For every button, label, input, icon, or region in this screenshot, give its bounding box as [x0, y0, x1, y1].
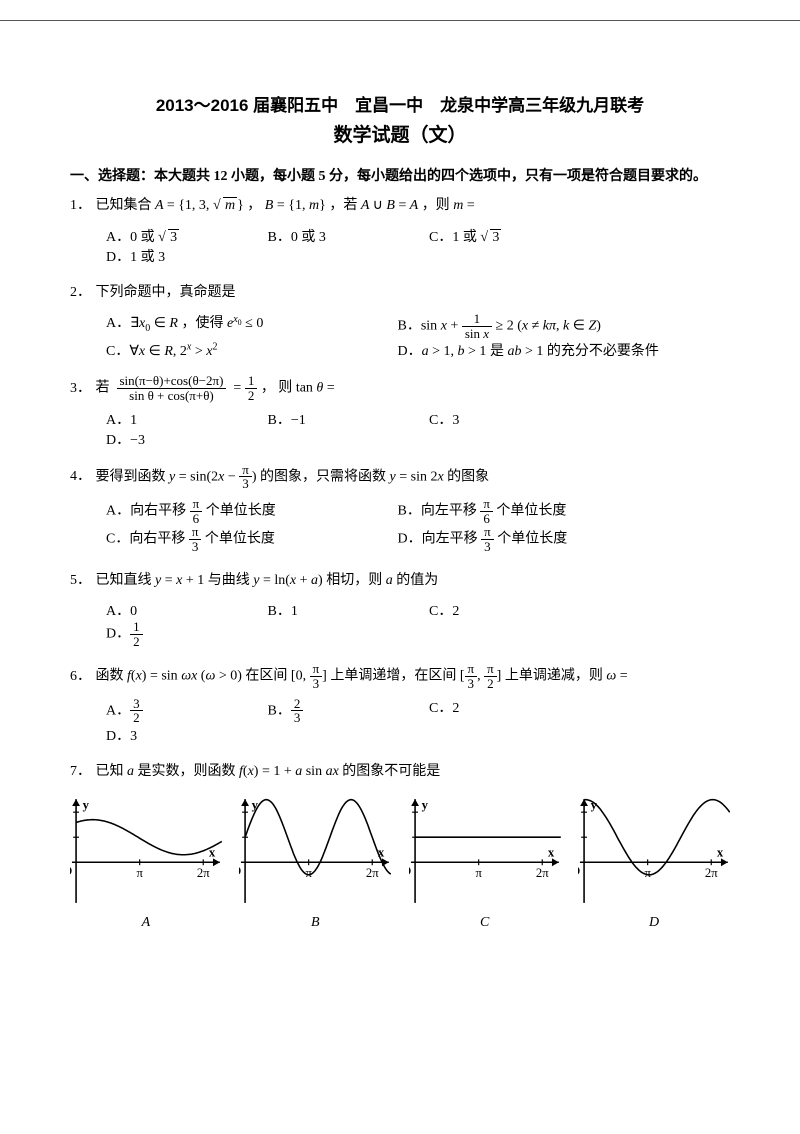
svg-text:O: O: [578, 864, 580, 878]
q2-opt-B: B．sin x + 1sin x ≥ 2 (x ≠ kπ, k ∈ Z): [398, 312, 678, 340]
svg-text:O: O: [239, 864, 241, 878]
graph-B-svg: Oπ2π12xy: [239, 796, 391, 906]
q2-num: 2．: [70, 280, 92, 307]
svg-text:y: y: [83, 798, 90, 812]
q3-opt-B: B．−1: [268, 409, 418, 429]
q6-options: A．32 B．23 C．2 D．3: [106, 697, 730, 745]
q6-num: 6．: [70, 664, 92, 691]
q4-num: 4．: [70, 464, 92, 491]
q6-opt-A: A．32: [106, 697, 256, 725]
q7-graph-row: Oπ2π12xy A Oπ2π12xy B Oπ2π12xy C Oπ2π12x…: [70, 796, 730, 931]
q5-opt-A: A．0: [106, 600, 256, 620]
q1-opt-C: C．1 或 3: [429, 226, 579, 246]
graph-A-svg: Oπ2π12xy: [70, 796, 222, 906]
q3-opt-A: A．1: [106, 409, 256, 429]
q7-graph-A: Oπ2π12xy A: [70, 796, 222, 931]
section-1-header: 一、选择题：本大题共 12 小题，每小题 5 分，每小题给出的四个选项中，只有一…: [70, 165, 730, 185]
q5-num: 5．: [70, 568, 92, 595]
q1-set-B: B = {1, m}: [265, 198, 326, 213]
q4-options: A．向右平移 π6 个单位长度 B．向左平移 π6 个单位长度 C．向右平移 π…: [106, 497, 730, 554]
q7-label-C: C: [409, 915, 561, 931]
question-6: 6． 函数 f(x) = sin ωx (ω > 0) 在区间 [0, π3] …: [70, 662, 730, 690]
q7-num: 7．: [70, 759, 92, 786]
question-2: 2． 下列命题中，真命题是: [70, 280, 730, 307]
graph-C-svg: Oπ2π12xy: [409, 796, 561, 906]
svg-text:x: x: [378, 845, 385, 859]
q5-options: A．0 B．1 C．2 D．12: [106, 600, 730, 648]
q1-opt-B: B．0 或 3: [268, 226, 418, 246]
title-line1: 2013～2016 届襄阳五中 宜昌一中 龙泉中学高三年级九月联考: [70, 91, 730, 116]
q2-opt-A: A．∃x0 ∈ R ，使得 ex0 ≤ 0: [106, 312, 386, 334]
svg-text:π: π: [306, 866, 313, 880]
q7-label-D: D: [578, 915, 730, 931]
graph-D-svg: Oπ2π12xy: [578, 796, 730, 906]
question-5: 5． 已知直线 y = x + 1 与曲线 y = ln(x + a) 相切，则…: [70, 568, 730, 595]
q1-options: A．0 或 3 B．0 或 3 C．1 或 3 D．1 或 3: [106, 226, 730, 266]
q1-num: 1．: [70, 193, 92, 220]
q5-opt-B: B．1: [268, 600, 418, 620]
q2-stem: 下列命题中，真命题是: [96, 285, 236, 300]
svg-text:2π: 2π: [366, 866, 379, 880]
q7-graph-C: Oπ2π12xy C: [409, 796, 561, 931]
svg-text:y: y: [252, 798, 259, 812]
exam-page: 2013～2016 届襄阳五中 宜昌一中 龙泉中学高三年级九月联考 数学试题（文…: [0, 20, 800, 971]
question-4: 4． 要得到函数 y = sin(2x − π3) 的图象，只需将函数 y = …: [70, 463, 730, 491]
svg-text:2π: 2π: [705, 866, 718, 880]
q4-opt-C: C．向右平移 π3 个单位长度: [106, 525, 386, 553]
svg-text:O: O: [409, 864, 411, 878]
q1-mid: ，若 A ∪ B = A ，则 m =: [329, 198, 474, 213]
q2-opt-C: C．∀x ∈ R, 2x > x2: [106, 340, 386, 360]
q7-graph-D: Oπ2π12xy D: [578, 796, 730, 931]
q3-options: A．1 B．−1 C．3 D．−3: [106, 409, 730, 449]
svg-text:2π: 2π: [197, 866, 210, 880]
q6-opt-C: C．2: [429, 697, 579, 717]
q1-stem-pre: 已知集合: [96, 198, 156, 213]
q6-opt-B: B．23: [268, 697, 418, 725]
svg-text:O: O: [70, 864, 72, 878]
q3-fraction: sin(π−θ)+cos(θ−2π) sin θ + cos(π+θ): [117, 374, 227, 402]
svg-text:π: π: [645, 866, 652, 880]
q5-opt-D: D．12: [106, 620, 256, 648]
q3-num: 3．: [70, 376, 92, 403]
q3-opt-D: D．−3: [106, 429, 256, 449]
svg-text:2π: 2π: [536, 866, 549, 880]
svg-text:π: π: [136, 866, 143, 880]
q5-opt-C: C．2: [429, 600, 579, 620]
question-1: 1． 已知集合 A = {1, 3, m} ， B = {1, m} ，若 A …: [70, 193, 730, 220]
q4-opt-B: B．向左平移 π6 个单位长度: [398, 497, 678, 525]
q3-opt-C: C．3: [429, 409, 579, 429]
svg-text:x: x: [548, 845, 555, 859]
q4-opt-D: D．向左平移 π3 个单位长度: [398, 525, 678, 553]
q7-label-B: B: [239, 915, 391, 931]
q1-opt-D: D．1 或 3: [106, 246, 256, 266]
q2-opt-D: D．a > 1, b > 1 是 ab > 1 的充分不必要条件: [398, 340, 678, 360]
q7-graph-B: Oπ2π12xy B: [239, 796, 391, 931]
svg-text:π: π: [475, 866, 482, 880]
q7-label-A: A: [70, 915, 222, 931]
question-7: 7． 已知 a 是实数，则函数 f(x) = 1 + a sin ax 的图象不…: [70, 759, 730, 786]
q6-opt-D: D．3: [106, 725, 256, 745]
q1-opt-A: A．0 或 3: [106, 226, 256, 246]
svg-text:x: x: [717, 845, 724, 859]
svg-text:y: y: [421, 798, 428, 812]
q2-options: A．∃x0 ∈ R ，使得 ex0 ≤ 0 B．sin x + 1sin x ≥…: [106, 312, 730, 360]
q1-comma: ，: [247, 198, 261, 213]
q4-opt-A: A．向右平移 π6 个单位长度: [106, 497, 386, 525]
title-line2: 数学试题（文）: [70, 120, 730, 147]
q1-set-A: A = {1, 3, m}: [155, 198, 244, 213]
question-3: 3． 若 sin(π−θ)+cos(θ−2π) sin θ + cos(π+θ)…: [70, 374, 730, 402]
